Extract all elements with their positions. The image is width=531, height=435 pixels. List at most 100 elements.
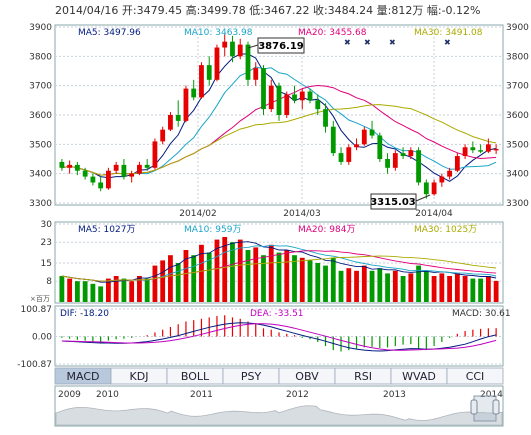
volume-bar[interactable] [307,260,313,302]
volume-bar[interactable] [237,239,243,302]
candle[interactable] [346,144,352,165]
candle[interactable] [82,167,88,180]
volume-bar[interactable] [439,273,445,302]
volume-bar[interactable] [121,278,127,302]
volume-bar[interactable] [168,255,173,302]
candle[interactable] [59,159,65,171]
volume-bar[interactable] [354,270,359,302]
candle[interactable] [354,138,359,151]
volume-bar[interactable] [105,278,111,302]
volume-bar[interactable] [431,276,437,302]
candle[interactable] [113,161,119,174]
overview-right-handle[interactable] [492,399,500,415]
candle[interactable] [168,112,173,132]
tab-rsi[interactable]: RSI [334,367,392,385]
volume-bar[interactable] [59,276,65,302]
volume-bar[interactable] [199,244,204,302]
volume-bar[interactable] [206,252,212,302]
candle[interactable] [152,138,158,170]
volume-bar[interactable] [377,268,383,302]
candle[interactable] [245,41,251,86]
candle[interactable] [129,170,135,183]
candle[interactable] [74,161,80,176]
candle[interactable] [214,44,220,82]
volume-bar[interactable] [346,268,352,302]
candle[interactable] [299,88,305,110]
volume-bar[interactable] [175,263,181,302]
volume-bar[interactable] [137,276,142,302]
candle[interactable] [439,173,445,187]
candle[interactable] [222,34,228,57]
volume-bar[interactable] [261,255,266,302]
volume-bar[interactable] [284,250,290,302]
tab-macd[interactable]: MACD [54,367,112,385]
volume-bar[interactable] [454,273,460,302]
event-marker-icon[interactable]: ✖ [364,38,371,47]
volume-bar[interactable] [361,265,367,302]
candle[interactable] [431,179,437,196]
event-marker-icon[interactable]: ✖ [389,38,396,47]
tab-kdj[interactable]: KDJ [110,367,168,385]
tab-boll[interactable]: BOLL [166,367,224,385]
volume-bar[interactable] [462,276,468,302]
candle[interactable] [284,91,290,118]
volume-bar[interactable] [392,270,398,302]
candle[interactable] [230,35,235,63]
volume-bar[interactable] [253,247,259,302]
volume-bar[interactable] [485,276,491,302]
candle[interactable] [121,159,127,180]
candle[interactable] [105,167,111,190]
candle[interactable] [183,85,189,123]
volume-bar[interactable] [98,286,104,302]
tab-obv[interactable]: OBV [278,367,336,385]
volume-bar[interactable] [276,252,282,302]
volume-bar[interactable] [113,276,119,302]
candle[interactable] [206,56,212,86]
volume-bar[interactable] [191,255,197,302]
volume-bar[interactable] [299,257,305,302]
candle[interactable] [323,103,328,133]
event-marker-icon[interactable]: ✖ [344,38,351,47]
volume-bar[interactable] [478,278,484,302]
candle[interactable] [400,147,406,159]
candle[interactable] [377,132,383,162]
candle[interactable] [253,62,259,86]
volume-bar[interactable] [152,265,158,302]
volume-bar[interactable] [67,278,73,302]
candle[interactable] [369,120,375,139]
candle[interactable] [261,65,266,115]
tab-wvad[interactable]: WVAD [390,367,448,385]
candle[interactable] [307,88,313,104]
candle[interactable] [392,150,398,171]
candle[interactable] [454,153,460,173]
volume-bar[interactable] [385,273,390,302]
tab-psy[interactable]: PSY [222,367,280,385]
volume-bar[interactable] [82,281,88,302]
volume-bar[interactable] [245,250,251,302]
candle[interactable] [90,173,96,186]
candle[interactable] [160,126,166,145]
candle[interactable] [199,62,204,99]
candle[interactable] [67,160,73,174]
volume-bar[interactable] [323,265,328,302]
volume-bar[interactable] [369,270,375,302]
volume-bar[interactable] [416,265,421,302]
volume-bar[interactable] [268,244,274,302]
volume-bar[interactable] [160,260,166,302]
candle[interactable] [462,144,468,159]
candle[interactable] [98,176,104,192]
volume-bar[interactable] [90,283,96,302]
candle[interactable] [485,138,491,154]
candle[interactable] [144,159,150,171]
volume-bar[interactable] [129,281,135,302]
candle[interactable] [268,79,274,113]
volume-bar[interactable] [214,239,220,302]
volume-bar[interactable] [447,276,453,302]
tab-cci[interactable]: CCI [446,367,504,385]
volume-bar[interactable] [144,278,150,302]
volume-bar[interactable] [330,257,336,302]
volume-bar[interactable] [408,273,414,302]
volume-bar[interactable] [470,278,476,302]
volume-bar[interactable] [338,270,344,302]
candle[interactable] [137,161,142,176]
